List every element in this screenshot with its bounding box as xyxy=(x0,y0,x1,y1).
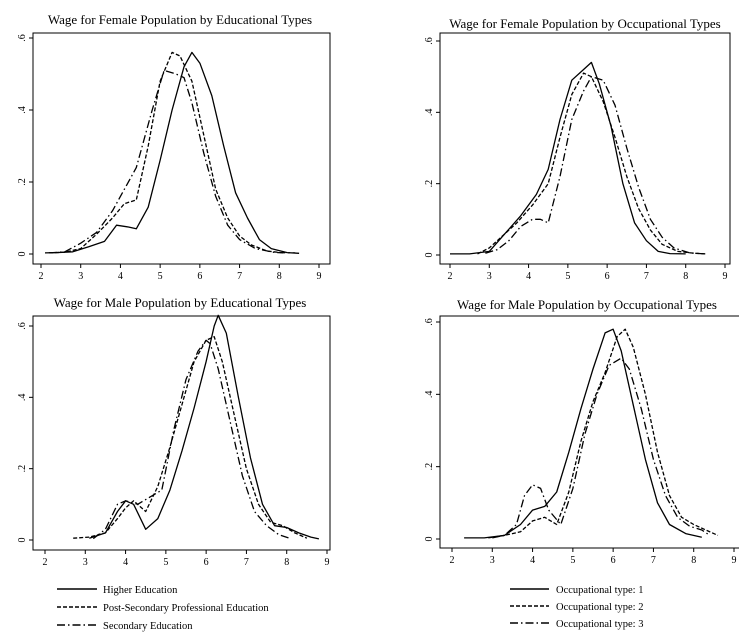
x-tick-label: 3 xyxy=(78,271,83,282)
series-line-dashdot xyxy=(485,76,706,255)
x-tick-label: 2 xyxy=(43,557,48,568)
y-tick-label: .2 xyxy=(424,180,435,188)
y-tick-label: .6 xyxy=(424,37,435,45)
y-tick-label: .4 xyxy=(424,109,435,117)
x-tick-label: 8 xyxy=(683,271,688,282)
panel-female-education: Wage for Female Population by Educationa… xyxy=(17,12,331,282)
x-tick-label: 4 xyxy=(123,557,128,568)
y-tick-label: 0 xyxy=(424,537,435,542)
x-tick-label: 4 xyxy=(118,271,123,282)
x-tick-label: 9 xyxy=(325,557,330,568)
x-tick-label: 8 xyxy=(691,555,696,566)
plot-frame xyxy=(32,32,331,265)
legend-label: Post-Secondary Professional Education xyxy=(103,603,269,614)
x-tick-label: 7 xyxy=(244,557,249,568)
y-tick-label: .2 xyxy=(17,178,28,186)
legend-label: Occupational type: 3 xyxy=(556,619,643,630)
y-tick-label: .6 xyxy=(424,318,435,326)
y-tick-label: .6 xyxy=(17,322,28,330)
y-tick-label: .2 xyxy=(424,463,435,471)
y-tick-label: .4 xyxy=(424,391,435,399)
y-tick-label: .2 xyxy=(17,465,28,473)
series-line-solid xyxy=(464,328,702,539)
x-tick-label: 5 xyxy=(565,271,570,282)
series-line-solid xyxy=(89,314,320,540)
x-tick-label: 3 xyxy=(83,557,88,568)
panel-title: Wage for Female Population by Educationa… xyxy=(48,12,312,27)
x-tick-label: 4 xyxy=(530,555,535,566)
series-line-solid xyxy=(44,51,300,254)
x-tick-label: 3 xyxy=(487,271,492,282)
x-tick-label: 5 xyxy=(570,555,575,566)
x-tick-label: 8 xyxy=(277,271,282,282)
x-tick-label: 7 xyxy=(651,555,656,566)
y-tick-label: 0 xyxy=(17,252,28,257)
legend-education: Higher Education Post-Secondary Professi… xyxy=(57,585,269,632)
series-line-dashdot xyxy=(492,357,711,539)
series-line-dashdot xyxy=(92,339,291,540)
panel-female-occupation: Wage for Female Population by Occupation… xyxy=(424,16,731,282)
x-tick-label: 7 xyxy=(237,271,242,282)
plot-frame xyxy=(439,315,739,549)
x-tick-label: 8 xyxy=(284,557,289,568)
x-tick-label: 9 xyxy=(317,271,322,282)
panel-male-occupation: Wage for Male Population by Occupational… xyxy=(424,297,739,566)
x-tick-label: 3 xyxy=(490,555,495,566)
series-line-solid xyxy=(450,61,686,255)
x-tick-label: 2 xyxy=(450,555,455,566)
legend-label: Secondary Education xyxy=(103,621,193,632)
y-tick-label: .4 xyxy=(17,394,28,402)
x-tick-label: 5 xyxy=(163,557,168,568)
x-tick-label: 9 xyxy=(723,271,728,282)
legend-label: Occupational type: 1 xyxy=(556,585,643,596)
legend-label: Higher Education xyxy=(103,585,178,596)
y-tick-label: .6 xyxy=(17,34,28,42)
series-line-dashdot xyxy=(48,69,296,254)
x-tick-label: 6 xyxy=(605,271,610,282)
panel-title: Wage for Male Population by Occupational… xyxy=(457,297,717,312)
y-tick-label: 0 xyxy=(424,253,435,258)
x-tick-label: 6 xyxy=(611,555,616,566)
x-tick-label: 7 xyxy=(644,271,649,282)
panel-title: Wage for Female Population by Occupation… xyxy=(449,16,720,31)
series-line-dash xyxy=(73,336,308,539)
y-tick-label: .4 xyxy=(17,106,28,114)
x-tick-label: 9 xyxy=(732,555,737,566)
x-tick-label: 4 xyxy=(526,271,531,282)
panel-male-education: Wage for Male Population by Educational … xyxy=(17,295,331,568)
plot-frame xyxy=(32,315,331,551)
x-tick-label: 2 xyxy=(448,271,453,282)
y-tick-label: 0 xyxy=(17,538,28,543)
legend-occupation: Occupational type: 1 Occupational type: … xyxy=(510,585,643,630)
x-tick-label: 2 xyxy=(39,271,44,282)
series-line-dash xyxy=(477,72,706,255)
x-tick-label: 6 xyxy=(204,557,209,568)
series-line-dash xyxy=(48,51,284,254)
plot-frame xyxy=(439,32,731,265)
x-tick-label: 5 xyxy=(158,271,163,282)
x-tick-label: 6 xyxy=(197,271,202,282)
panel-title: Wage for Male Population by Educational … xyxy=(54,295,307,310)
legend-label: Occupational type: 2 xyxy=(556,602,643,613)
series-line-dash xyxy=(488,328,719,539)
